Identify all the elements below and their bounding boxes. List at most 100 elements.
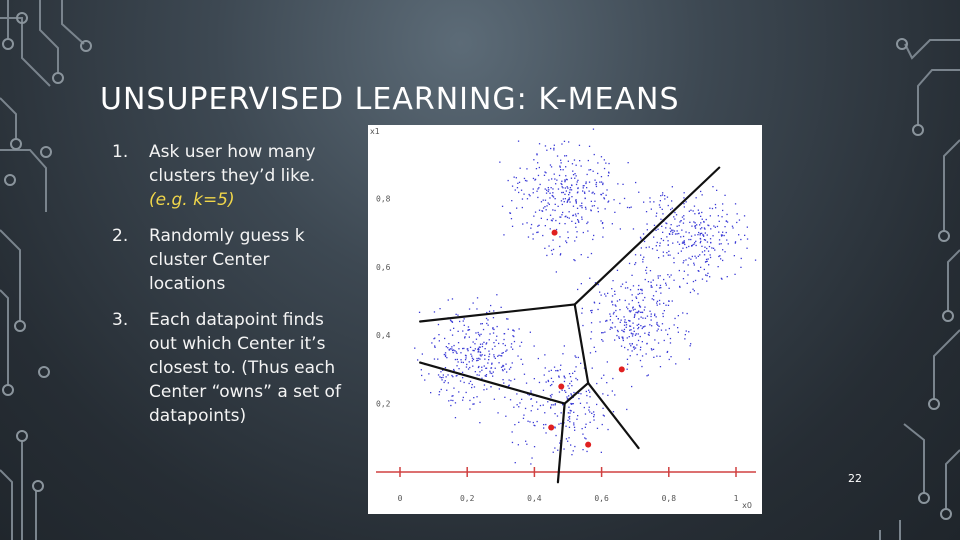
datapoint — [607, 394, 609, 396]
datapoint — [598, 302, 601, 304]
datapoint — [473, 403, 475, 405]
datapoint — [532, 177, 535, 180]
datapoint — [468, 361, 470, 363]
datapoint — [585, 208, 587, 210]
datapoint — [715, 207, 717, 209]
datapoint — [552, 188, 554, 190]
datapoint — [581, 218, 583, 220]
datapoint — [694, 213, 696, 215]
datapoint — [528, 193, 530, 196]
datapoint — [549, 192, 551, 194]
datapoint — [471, 383, 473, 386]
datapoint — [577, 415, 579, 417]
datapoint — [628, 310, 631, 312]
y-axis-label: x1 — [370, 127, 380, 136]
datapoint — [721, 278, 723, 280]
datapoint — [597, 162, 599, 164]
datapoint — [478, 374, 480, 376]
datapoint — [481, 345, 484, 348]
datapoint — [473, 397, 475, 399]
datapoint — [637, 339, 640, 342]
datapoint — [697, 255, 699, 257]
datapoint — [617, 330, 619, 333]
datapoint — [577, 191, 579, 193]
datapoint — [657, 228, 659, 230]
datapoint — [574, 173, 576, 175]
datapoint — [683, 240, 685, 242]
datapoint — [453, 387, 455, 389]
datapoint — [654, 339, 656, 341]
datapoint — [690, 235, 693, 237]
datapoint — [705, 261, 707, 263]
datapoint — [668, 287, 670, 289]
datapoint — [597, 207, 599, 209]
datapoint — [614, 304, 616, 306]
datapoint — [571, 385, 573, 387]
datapoint — [549, 228, 551, 230]
datapoint — [616, 300, 619, 302]
datapoint — [542, 234, 544, 237]
datapoint — [631, 350, 633, 352]
datapoint — [555, 228, 558, 231]
datapoint — [683, 242, 685, 244]
datapoint — [481, 323, 483, 325]
datapoint — [662, 312, 664, 315]
datapoint — [571, 163, 574, 165]
datapoint — [576, 379, 579, 381]
datapoint — [568, 373, 571, 375]
datapoint — [722, 203, 724, 205]
datapoint — [566, 216, 569, 219]
datapoint — [638, 323, 640, 325]
datapoint — [714, 226, 716, 228]
datapoint — [602, 393, 604, 395]
datapoint — [576, 192, 579, 194]
datapoint — [635, 311, 637, 314]
datapoint — [512, 348, 514, 350]
datapoint — [649, 270, 652, 272]
datapoint — [743, 215, 746, 217]
datapoint — [420, 369, 422, 371]
datapoint — [642, 317, 644, 319]
datapoint — [518, 421, 520, 423]
datapoint — [505, 350, 507, 352]
datapoint — [476, 396, 478, 398]
datapoint — [682, 312, 684, 314]
datapoint — [738, 234, 740, 236]
datapoint — [674, 218, 676, 220]
datapoint — [695, 240, 697, 242]
datapoint — [712, 247, 715, 249]
datapoint — [511, 441, 514, 444]
datapoint — [667, 274, 669, 276]
datapoint — [670, 224, 672, 226]
datapoint — [578, 398, 580, 400]
datapoint — [476, 308, 478, 310]
datapoint — [493, 310, 495, 312]
datapoint — [662, 255, 665, 257]
datapoint — [711, 207, 714, 210]
datapoint — [552, 404, 554, 406]
cluster-center — [551, 229, 558, 236]
datapoint — [514, 189, 516, 191]
datapoint — [544, 206, 546, 208]
datapoint — [734, 242, 736, 244]
datapoint — [577, 219, 579, 221]
datapoint — [585, 390, 587, 393]
datapoint — [478, 346, 481, 348]
datapoint — [670, 229, 673, 231]
datapoint — [629, 289, 632, 291]
datapoint — [575, 183, 578, 186]
datapoint — [479, 354, 481, 356]
datapoint — [643, 201, 645, 203]
datapoint — [471, 357, 474, 359]
datapoint — [544, 145, 547, 147]
datapoint — [653, 356, 655, 358]
voronoi-boundary — [587, 381, 640, 450]
datapoint — [601, 222, 604, 225]
datapoint — [577, 220, 580, 222]
datapoint — [569, 421, 571, 423]
datapoint — [547, 202, 549, 204]
datapoint — [639, 305, 641, 308]
datapoint — [578, 144, 581, 146]
datapoint — [465, 366, 468, 368]
datapoint — [680, 220, 682, 222]
